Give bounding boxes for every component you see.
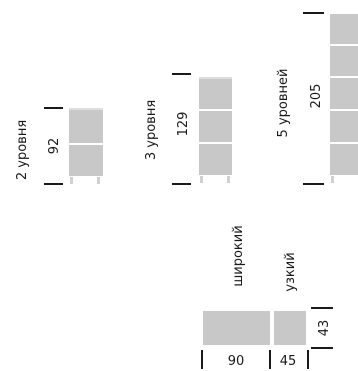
depth-options: широкий узкий 43 90 45 xyxy=(201,225,333,369)
cabinet-height-label: 129 xyxy=(176,112,191,137)
cabinet-2-levels: 92 2 уровня xyxy=(15,107,103,185)
cabinet-5-levels: 205 5 уровней xyxy=(276,12,358,185)
cabinet-foot xyxy=(200,176,203,183)
depth-label: 43 xyxy=(317,320,332,337)
cabinet-levels-label: 5 уровней xyxy=(276,69,291,138)
wide-width-label: 90 xyxy=(228,354,245,369)
shelf-level xyxy=(330,144,358,175)
cabinet-foot xyxy=(70,177,73,184)
shelf-level xyxy=(69,110,103,143)
shelf-level xyxy=(330,46,358,76)
cabinet-foot xyxy=(331,176,334,183)
narrow-label: узкий xyxy=(283,252,298,291)
shelf-level xyxy=(199,79,232,109)
narrow-shelf-top-view xyxy=(274,311,306,345)
cabinet-height-label: 92 xyxy=(47,138,62,155)
shelf-level xyxy=(199,111,232,142)
wide-shelf-top-view xyxy=(203,311,270,345)
cabinet-levels-label: 2 уровня xyxy=(15,120,30,180)
cabinet-3-levels: 129 3 уровня xyxy=(144,73,232,185)
shelf-level xyxy=(330,78,358,109)
wide-label: широкий xyxy=(231,225,246,286)
shelf-level xyxy=(69,145,103,176)
shelf-level xyxy=(330,111,358,142)
cabinet-foot xyxy=(227,176,230,183)
cabinet-height-label: 205 xyxy=(309,84,324,109)
shelf-level xyxy=(199,144,232,175)
cabinet-foot xyxy=(97,177,100,184)
cabinet-levels-label: 3 уровня xyxy=(144,100,159,160)
narrow-width-label: 45 xyxy=(280,354,297,369)
shelf-level xyxy=(330,14,358,44)
